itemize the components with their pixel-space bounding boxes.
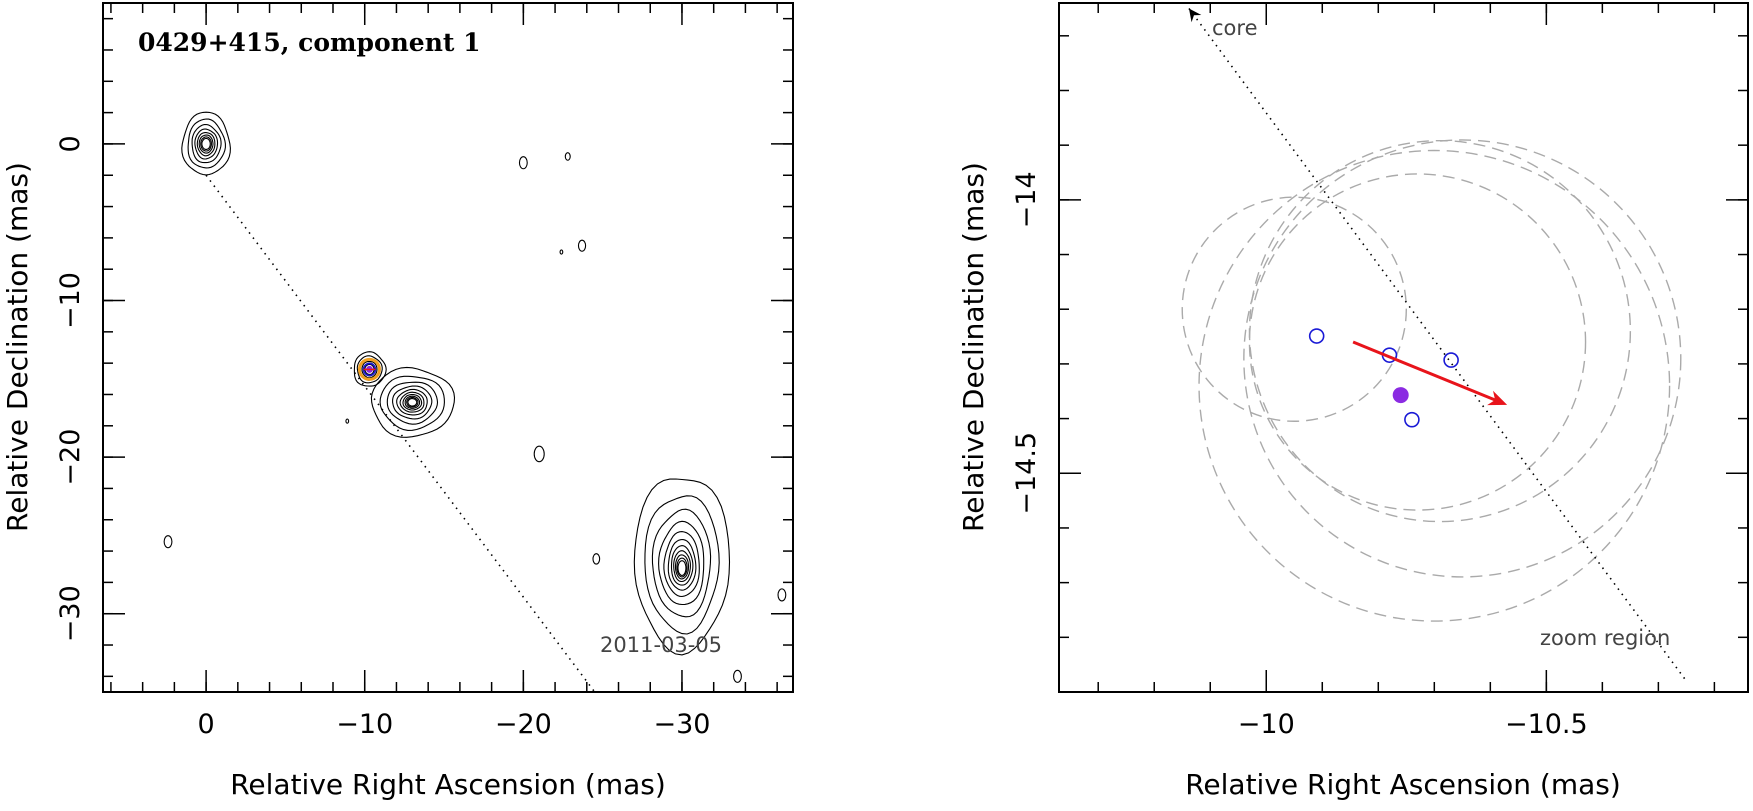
left-title: 0429+415, component 1 <box>138 28 481 57</box>
contour-group <box>633 478 731 656</box>
epoch-position-point <box>1443 352 1459 368</box>
right-axis-ticks: −10 −10.5 −14 −14.5 <box>1011 3 1748 740</box>
contour-line <box>399 391 425 413</box>
core-direction-line <box>1188 7 1688 682</box>
noise-contour <box>577 239 587 252</box>
left-y-axis-label: Relative Declination (mas) <box>1 162 34 532</box>
x-tick-label: −10 <box>1238 709 1295 740</box>
left-x-axis-label: Relative Right Ascension (mas) <box>230 768 666 801</box>
contour-line <box>674 554 690 580</box>
epoch-position-point <box>1308 328 1325 344</box>
zoom-region-label: zoom region <box>1540 626 1670 650</box>
contour-line <box>198 134 214 154</box>
model-component-circle <box>1181 196 1408 422</box>
contour-line <box>386 381 439 425</box>
noise-contour <box>733 669 742 683</box>
y-tick-label: −20 <box>55 429 86 486</box>
contour-line <box>392 385 433 420</box>
left-plot-frame <box>102 2 794 693</box>
model-component-circle <box>1248 173 1587 511</box>
contour-line <box>191 123 222 164</box>
core-label: core <box>1212 16 1258 40</box>
contour-group <box>370 366 456 438</box>
contour-line <box>663 531 700 598</box>
contour-line <box>677 560 687 576</box>
x-tick-label: 0 <box>198 709 215 740</box>
y-tick-label: −14.5 <box>1011 432 1042 515</box>
contour-line <box>406 397 419 408</box>
right-panel: −10 −10.5 −14 −14.5 core zoom region Relati… <box>957 2 1749 801</box>
noise-contour <box>533 445 545 463</box>
right-x-axis-label: Relative Right Ascension (mas) <box>1185 768 1621 801</box>
epoch-position-point <box>1404 411 1420 428</box>
left-panel: 0429+415, component 1 0 −10 −20 −30 0 −10 −20 −… <box>1 2 794 801</box>
contour-line <box>404 395 421 409</box>
y-tick-label: −30 <box>55 585 86 642</box>
component-marker-ring <box>357 357 381 381</box>
contour-line <box>402 393 423 411</box>
x-tick-label: −10 <box>336 709 393 740</box>
noise-contour <box>777 588 787 602</box>
contour-line <box>194 128 219 160</box>
contour-line <box>379 375 445 431</box>
right-y-axis-label: Relative Declination (mas) <box>957 162 990 532</box>
contour-group <box>181 111 231 176</box>
noise-contour <box>564 152 571 161</box>
contour-line <box>187 118 226 169</box>
noise-contour <box>345 418 350 424</box>
contour-line <box>644 495 720 635</box>
contour-line <box>201 137 211 150</box>
contour-line <box>658 520 705 606</box>
mean-position-point <box>1392 387 1409 404</box>
jet-axis-line <box>205 174 596 693</box>
core-arrowhead <box>1188 8 1202 23</box>
contour-line <box>370 366 456 438</box>
contour-line <box>670 545 694 586</box>
y-tick-label: −10 <box>55 272 86 329</box>
contour-line <box>200 136 212 152</box>
right-plot-frame <box>1058 2 1749 693</box>
contour-line <box>196 132 216 157</box>
noise-contour <box>559 249 564 255</box>
x-tick-label: −20 <box>495 709 552 740</box>
x-tick-label: −30 <box>653 709 710 740</box>
model-component-circle <box>1243 139 1682 578</box>
noise-contour <box>163 535 173 549</box>
y-tick-label: 0 <box>55 135 86 152</box>
left-date-label: 2011-03-05 <box>600 633 722 657</box>
contour-line <box>356 355 383 384</box>
contour-line <box>181 111 231 176</box>
y-tick-label: −14 <box>1011 171 1042 228</box>
model-component-circle <box>1248 139 1632 523</box>
contour-line <box>676 557 688 578</box>
model-component-circle <box>1198 149 1671 622</box>
contour-line <box>396 388 428 416</box>
left-axis-ticks: 0 −10 −20 −30 0 −10 −20 −30 <box>55 3 793 740</box>
velocity-vector-line <box>1352 340 1499 403</box>
velocity-vector-arrowhead <box>1487 390 1508 406</box>
contour-line <box>673 550 691 583</box>
right-plot-area <box>1181 7 1688 682</box>
noise-contour <box>518 156 528 170</box>
x-tick-label: −10.5 <box>1505 709 1588 740</box>
contour-line <box>407 398 418 407</box>
contour-line <box>633 478 731 656</box>
contour-line <box>667 538 697 591</box>
contour-line <box>361 360 378 379</box>
noise-contour <box>592 553 601 565</box>
left-plot-area <box>163 111 787 693</box>
contour-line <box>651 508 712 618</box>
